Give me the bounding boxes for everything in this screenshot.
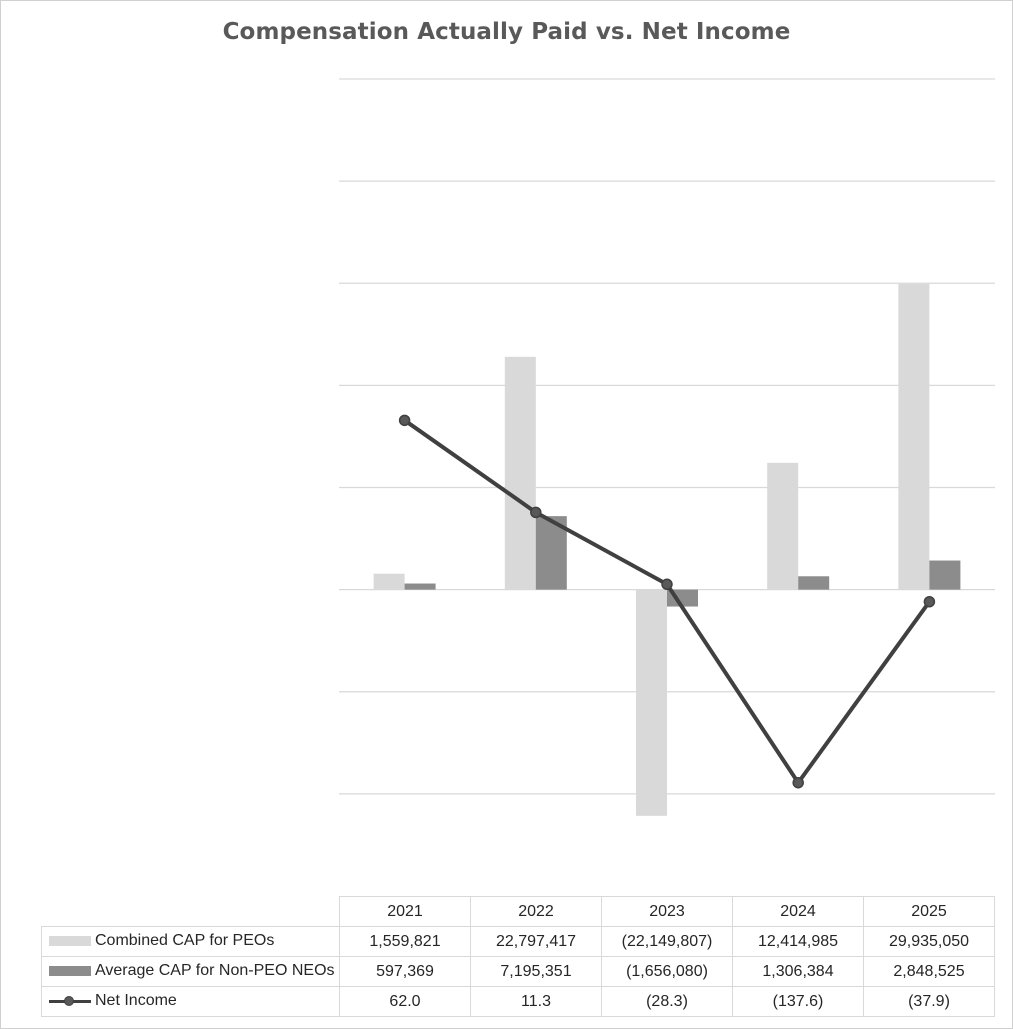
table-cell: (1,656,080) (601, 956, 733, 987)
net-income-point-2023 (661, 578, 673, 591)
legend-label: Net Income (95, 992, 177, 1010)
table-cell: 29,935,050 (863, 926, 995, 957)
legend-swatch-net-income (49, 995, 91, 1007)
table-cell: 2,848,525 (863, 956, 995, 987)
table-cell: (28.3) (601, 986, 733, 1017)
table-row: Net Income 62.0 11.3 (28.3) (137.6) (37.… (41, 986, 995, 1017)
bar-neo-cap-2024 (798, 576, 830, 590)
year-header: 2025 (863, 896, 995, 927)
table-cell: (137.6) (732, 986, 864, 1017)
year-header: 2021 (339, 896, 471, 927)
bar-peo-cap-2025 (898, 283, 930, 590)
year-header: 2023 (601, 896, 733, 927)
table-cell: 11.3 (470, 986, 602, 1017)
legend-swatch-peo-cap (49, 936, 91, 947)
net-income-point-2024 (792, 776, 804, 789)
year-header: 2024 (732, 896, 864, 927)
chart-title: Compensation Actually Paid vs. Net Incom… (222, 19, 791, 45)
net-income-point-2021 (398, 414, 411, 427)
net-income-line (398, 414, 936, 789)
legend-entry-net-income: Net Income (41, 986, 340, 1017)
table-cell: 12,414,985 (732, 926, 864, 957)
bar-peo-cap-2022 (504, 356, 536, 590)
table-cell: (37.9) (863, 986, 995, 1017)
table-cell: 62.0 (339, 986, 471, 1017)
table-cell: 22,797,417 (470, 926, 602, 957)
table-cell: 1,306,384 (732, 956, 864, 987)
year-header: 2022 (470, 896, 602, 927)
table-row: Combined CAP for PEOs 1,559,821 22,797,4… (41, 926, 995, 957)
table-corner (42, 897, 340, 927)
net-income-point-2025 (923, 595, 936, 608)
table-header-row: 2021 2022 2023 2024 2025 (42, 896, 995, 927)
bar-neo-cap-2025 (929, 560, 961, 590)
table-cell: 7,195,351 (470, 956, 602, 987)
bar-neo-cap-2021 (404, 583, 436, 590)
plot-area (339, 78, 995, 816)
bar-peo-cap-2024 (767, 462, 799, 590)
table-cell: 597,369 (339, 956, 471, 987)
data-table: 2021 2022 2023 2024 2025 Combined CAP fo… (41, 896, 995, 1017)
gridlines (339, 78, 995, 795)
legend-label: Average CAP for Non-PEO NEOs (95, 962, 335, 980)
net-income-point-2022 (530, 506, 542, 519)
table-row: Average CAP for Non-PEO NEOs 597,369 7,1… (41, 956, 995, 987)
legend-entry-peo-cap: Combined CAP for PEOs (41, 926, 340, 957)
table-cell: (22,149,807) (601, 926, 733, 957)
bar-peo-cap-2021 (373, 573, 405, 590)
bar-peo-cap-2023 (636, 589, 667, 816)
legend-entry-neo-cap: Average CAP for Non-PEO NEOs (41, 956, 340, 987)
table-cell: 1,559,821 (339, 926, 471, 957)
legend-label: Combined CAP for PEOs (95, 932, 275, 950)
bars (373, 283, 961, 816)
legend-swatch-neo-cap (49, 966, 91, 977)
